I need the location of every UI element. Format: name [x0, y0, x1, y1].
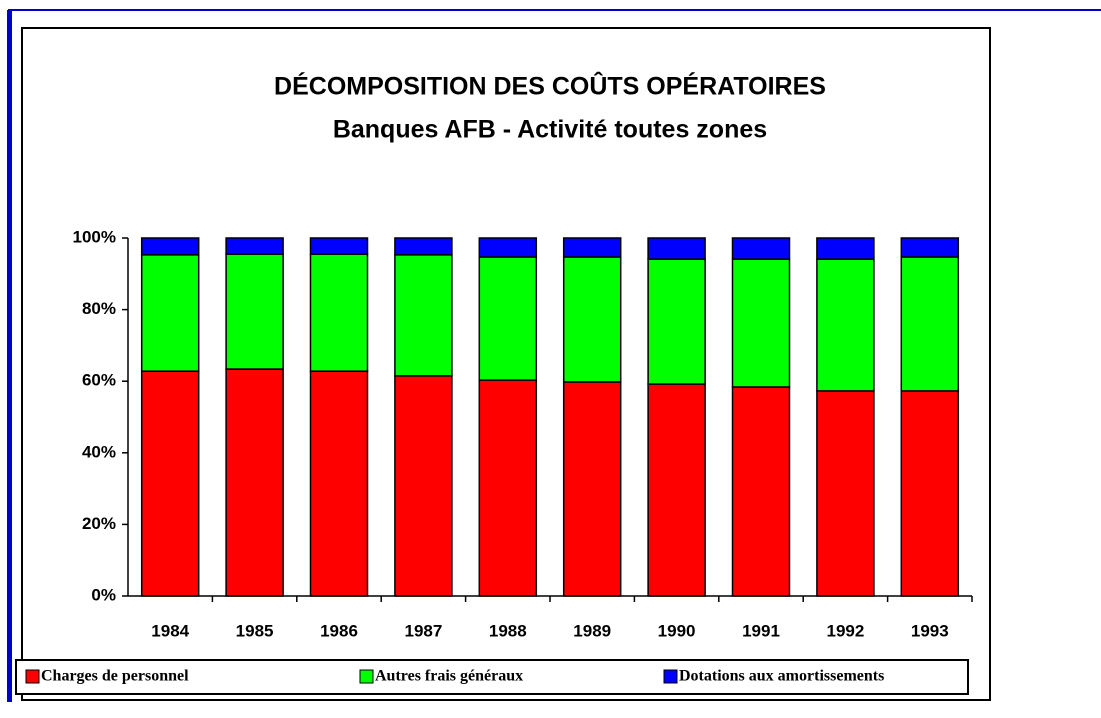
x-tick-label: 1985 — [236, 621, 274, 640]
bar-segment — [647, 237, 706, 260]
bar-segment — [309, 237, 369, 255]
x-tick-label: 1993 — [911, 621, 949, 640]
left-rule — [7, 10, 12, 702]
bar-segment — [309, 370, 369, 597]
bar-segment — [478, 379, 538, 597]
bar-segment — [225, 368, 284, 597]
bar-segment — [225, 253, 284, 370]
legend-label: Dotations aux amortissements — [679, 668, 884, 685]
bar-segment — [731, 386, 791, 597]
bar-segment — [394, 375, 453, 597]
y-tick-label: 80% — [82, 299, 116, 318]
chart-subtitle: Banques AFB - Activité toutes zones — [333, 116, 767, 144]
bar-segment — [647, 383, 706, 597]
legend-label: Autres frais généraux — [375, 668, 523, 685]
bar-segment — [816, 258, 875, 392]
bar-segment — [309, 253, 369, 372]
bar-segment — [140, 237, 200, 256]
x-tick-label: 1990 — [658, 621, 696, 640]
x-tick-label: 1988 — [489, 621, 527, 640]
bar-segment — [478, 237, 538, 258]
y-tick-label: 60% — [82, 371, 116, 390]
bar-segment — [816, 237, 875, 260]
chart-title: DÉCOMPOSITION DES COÛTS OPÉRATOIRES — [274, 71, 826, 101]
bar-segment — [731, 258, 791, 388]
legend-swatch — [25, 669, 40, 684]
bar-segment — [394, 254, 453, 377]
bar-segment — [816, 390, 875, 597]
bar-segment — [900, 256, 960, 392]
x-tick-label: 1991 — [742, 621, 780, 640]
plot: 1984 1985 1986 1987 1988 1989 1990 1991 1992 1993… — [15, 227, 973, 695]
x-tick-label: 1986 — [320, 621, 358, 640]
bar-segment — [562, 237, 622, 258]
bar-segment — [562, 256, 622, 383]
bar-segment — [478, 256, 538, 381]
y-tick-label: 20% — [82, 514, 116, 533]
y-tick-label: 0% — [91, 585, 116, 604]
legend-swatch — [663, 669, 678, 684]
legend-label: Charges de personnel — [41, 668, 189, 685]
y-tick-label: 100% — [73, 227, 116, 246]
legend-box — [15, 659, 969, 695]
x-tick-label: 1987 — [404, 621, 442, 640]
x-tick-label: 1992 — [826, 621, 864, 640]
bar-segment — [900, 237, 960, 258]
legend-swatch — [359, 669, 374, 684]
y-tick-label: 40% — [82, 442, 116, 461]
bar-segment — [562, 381, 622, 597]
bar-segment — [394, 237, 453, 256]
bar-segment — [731, 237, 791, 260]
bar-segment — [225, 237, 284, 255]
bar-segment — [140, 254, 200, 372]
bar-segment — [647, 258, 706, 385]
x-tick-label: 1984 — [151, 621, 189, 640]
x-tick-label: 1989 — [573, 621, 611, 640]
bar-segment — [900, 390, 960, 597]
bar-segment — [140, 370, 200, 597]
